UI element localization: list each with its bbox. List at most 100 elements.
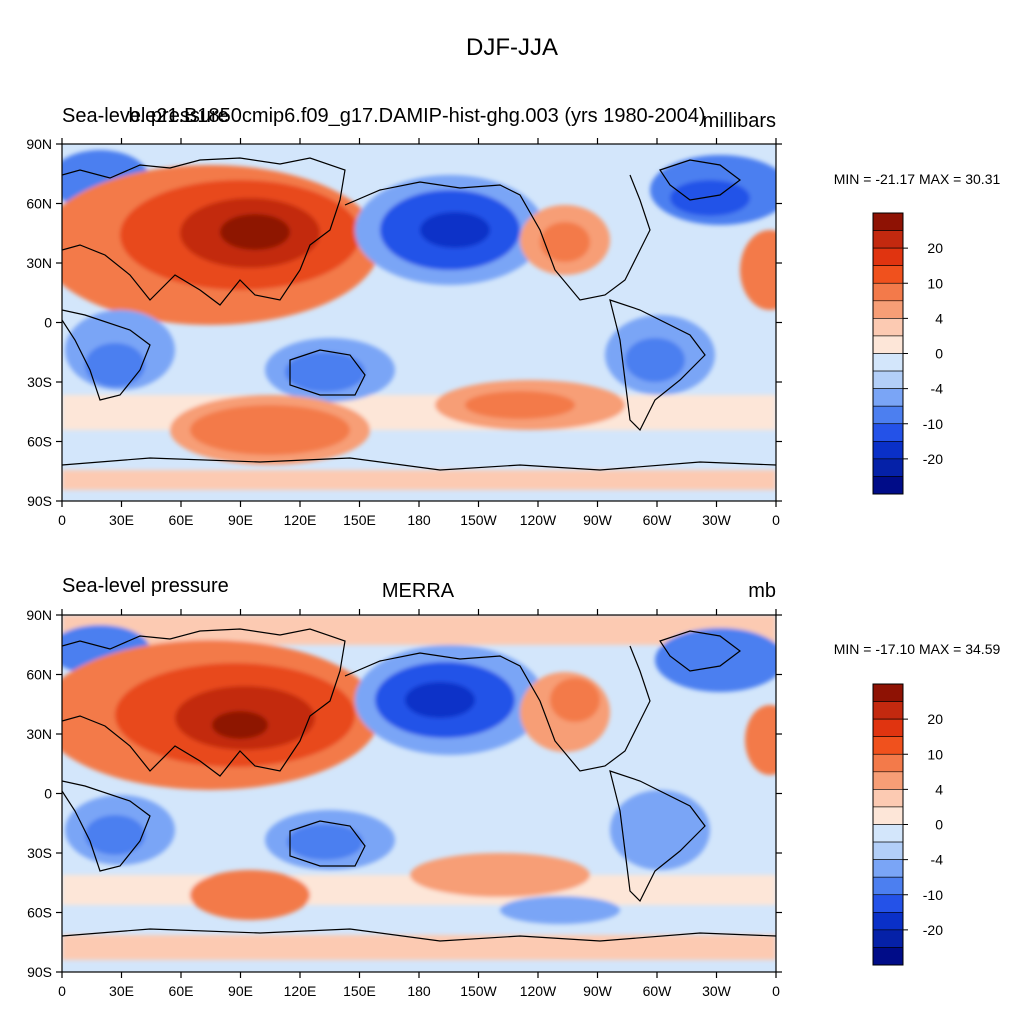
lon-tick-label: 60W	[643, 983, 673, 999]
lat-tick-label: 90N	[26, 136, 52, 152]
panel-1-center-title: b.e21.B1850cmip6.f09_g17.DAMIP-hist-ghg.…	[128, 105, 705, 127]
colorbar-swatch	[872, 894, 904, 913]
colorbar-label: -10	[923, 416, 943, 432]
lon-tick-label: 150W	[460, 983, 497, 999]
colorbar-label: 4	[935, 310, 943, 326]
lon-tick-label: 0	[58, 983, 66, 999]
lat-tick-label: 0	[44, 315, 52, 331]
panel-2-lon-ticks: 0 30E 60E 90E 120E 150E 180 150W 120W 90W 60W 30W 0	[58, 609, 780, 999]
colorbar-swatch	[872, 423, 904, 442]
lon-tick-label: 60E	[169, 512, 194, 528]
lon-tick-label: 120E	[284, 983, 317, 999]
colorbar-swatch	[872, 683, 904, 702]
colorbar-swatch	[872, 282, 904, 302]
colorbar-swatch	[872, 718, 904, 737]
colorbar-swatch	[872, 405, 904, 425]
lat-tick-label: 90S	[27, 493, 52, 509]
lon-tick-label: 180	[407, 983, 431, 999]
colorbar-label: 0	[935, 346, 943, 362]
lon-tick-label: 120W	[520, 512, 557, 528]
colorbar-swatch	[872, 701, 904, 720]
lat-tick-label: 90N	[26, 607, 52, 623]
lon-tick-label: 150E	[343, 512, 376, 528]
lon-tick-label: 30W	[702, 983, 732, 999]
figure-title: DJF-JJA	[466, 34, 558, 61]
lon-tick-label: 30W	[702, 512, 732, 528]
lon-tick-label: 60E	[169, 983, 194, 999]
lon-tick-label: 90W	[583, 512, 613, 528]
lon-tick-label: 150E	[343, 983, 376, 999]
lat-tick-label: 30N	[26, 726, 52, 742]
panel-2-colorbar: 20 10 4 0 -4 -10 -20	[872, 683, 944, 966]
lon-tick-label: 180	[407, 512, 431, 528]
colorbar-swatch	[872, 318, 904, 337]
lat-tick-label: 30S	[27, 374, 52, 390]
colorbar-swatch	[872, 771, 904, 790]
lon-tick-label: 0	[772, 983, 780, 999]
colorbar-label: 20	[927, 240, 943, 256]
lon-tick-label: 60W	[643, 512, 673, 528]
colorbar-swatch	[872, 265, 904, 284]
colorbar-label: -20	[923, 451, 943, 467]
colorbar-label: 20	[927, 711, 943, 727]
panel-2-coastlines	[62, 628, 776, 942]
lon-tick-label: 0	[58, 512, 66, 528]
lon-tick-label: 120W	[520, 983, 557, 999]
colorbar-swatch	[872, 859, 904, 878]
colorbar-swatch	[872, 806, 904, 825]
lat-tick-label: 60N	[26, 196, 52, 212]
colorbar-swatch	[872, 929, 904, 948]
lat-tick-label: 90S	[27, 964, 52, 980]
panel-2-units: mb	[748, 580, 776, 602]
panel-1-lat-ticks: 90N 60N 30N 0 30S 60S 90S	[26, 136, 782, 509]
colorbar-swatch	[872, 824, 904, 843]
panel-2-left-title: Sea-level pressure	[62, 575, 229, 597]
panel-2-lat-ticks: 90N 60N 30N 0 30S 60S 90S	[26, 607, 782, 980]
lon-tick-label: 90W	[583, 983, 613, 999]
colorbar-swatch	[872, 841, 904, 860]
colorbar-label: 10	[927, 275, 943, 291]
colorbar-swatch	[872, 458, 904, 477]
colorbar-label: -20	[923, 922, 943, 938]
panel-2-minmax: MIN = -17.10 MAX = 34.59	[834, 641, 1001, 657]
colorbar-label: -4	[931, 381, 944, 397]
lon-tick-label: 30E	[109, 983, 134, 999]
panel-1-minmax: MIN = -21.17 MAX = 30.31	[834, 171, 1001, 187]
colorbar-swatch	[872, 476, 904, 495]
panel-obs: Sea-level pressure MERRA mb	[26, 575, 1000, 999]
colorbar-swatch	[872, 876, 904, 896]
panel-2-center-title: MERRA	[382, 580, 455, 602]
lat-tick-label: 30S	[27, 845, 52, 861]
lat-tick-label: 60S	[27, 905, 52, 921]
lon-tick-label: 90E	[228, 512, 253, 528]
panel-1-lon-ticks: 0 30E 60E 90E 120E 150E 180 150W 120W 90W 60W 30W 0	[58, 138, 780, 528]
colorbar-swatch	[872, 388, 904, 407]
lon-tick-label: 30E	[109, 512, 134, 528]
lon-tick-label: 150W	[460, 512, 497, 528]
colorbar-label: -4	[931, 852, 944, 868]
colorbar-label: 4	[935, 781, 943, 797]
panel-1-colorbar: 20 10 4 0 -4 -10 -20	[872, 212, 944, 495]
colorbar-swatch	[872, 230, 904, 249]
colorbar-label: -10	[923, 887, 943, 903]
panel-1-contour-field	[62, 144, 776, 501]
panel-1-coastlines	[62, 157, 776, 471]
colorbar-swatch	[872, 247, 904, 266]
lon-tick-label: 90E	[228, 983, 253, 999]
colorbar-swatch	[872, 370, 904, 389]
lon-tick-label: 0	[772, 512, 780, 528]
colorbar-swatch	[872, 300, 904, 319]
lat-tick-label: 60S	[27, 434, 52, 450]
colorbar-swatch	[872, 353, 904, 372]
colorbar-swatch	[872, 212, 904, 231]
colorbar-swatch	[872, 947, 904, 966]
lat-tick-label: 0	[44, 786, 52, 802]
lat-tick-label: 30N	[26, 255, 52, 271]
colorbar-swatch	[872, 736, 904, 755]
lat-tick-label: 60N	[26, 667, 52, 683]
colorbar-swatch	[872, 441, 904, 460]
lon-tick-label: 120E	[284, 512, 317, 528]
panel-2-contour-field	[62, 615, 776, 972]
colorbar-swatch	[872, 753, 904, 773]
